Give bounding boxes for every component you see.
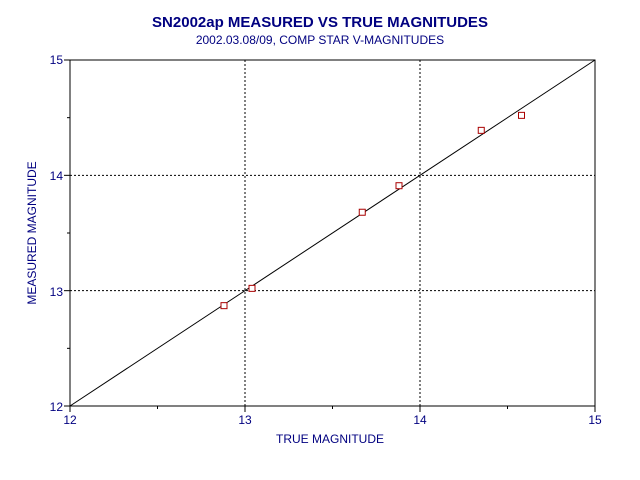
y-axis-label: MEASURED MAGNITUDE bbox=[25, 161, 39, 304]
x-tick-label: 15 bbox=[588, 413, 602, 427]
x-tick-label: 12 bbox=[63, 413, 77, 427]
y-tick-label: 12 bbox=[50, 400, 64, 414]
y-tick-label: 14 bbox=[50, 169, 64, 183]
axis-ticks bbox=[64, 59, 596, 412]
reference-line bbox=[69, 59, 596, 407]
x-tick-label: 14 bbox=[413, 413, 427, 427]
data-point bbox=[358, 208, 366, 216]
data-points bbox=[220, 111, 525, 310]
data-point bbox=[220, 302, 228, 310]
chart-subtitle: 2002.03.08/09, COMP STAR V-MAGNITUDES bbox=[196, 33, 444, 47]
chart-title: SN2002ap MEASURED VS TRUE MAGNITUDES bbox=[152, 14, 488, 31]
data-point bbox=[248, 284, 256, 292]
y-tick-label: 13 bbox=[50, 285, 64, 299]
data-point bbox=[477, 126, 485, 134]
x-axis-label: TRUE MAGNITUDE bbox=[276, 432, 384, 446]
x-tick-label: 13 bbox=[238, 413, 252, 427]
data-point bbox=[395, 182, 403, 190]
grid-lines bbox=[70, 60, 595, 406]
y-tick-label: 15 bbox=[50, 53, 64, 67]
data-point bbox=[518, 111, 525, 119]
